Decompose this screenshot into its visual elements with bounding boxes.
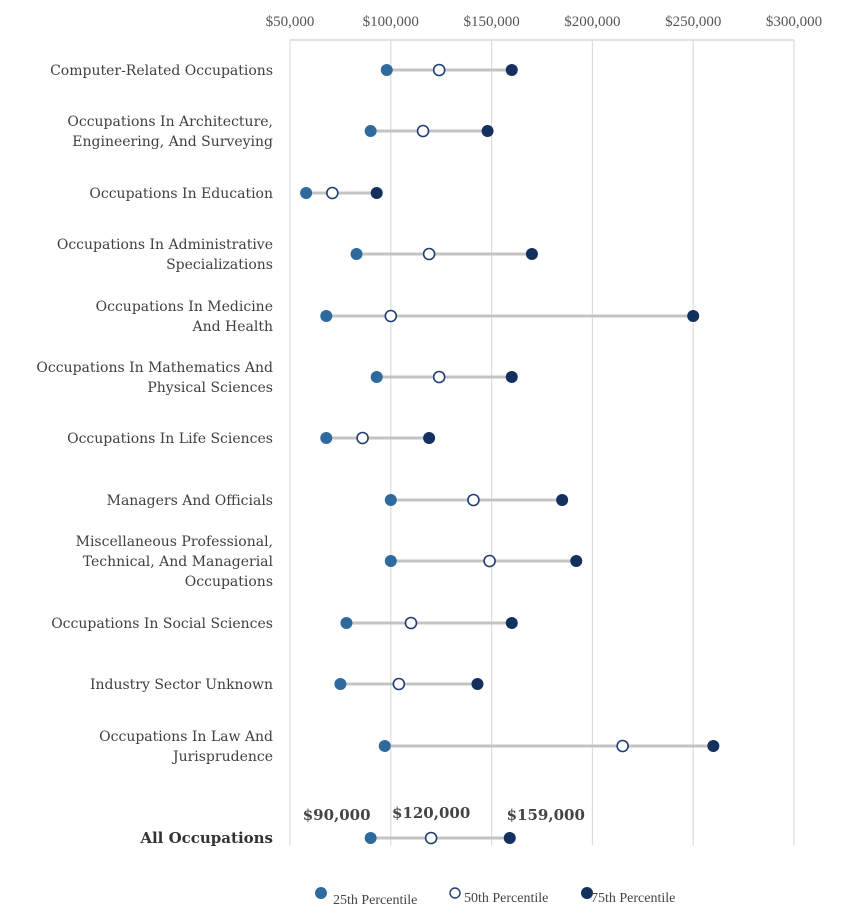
p50-marker (416, 124, 430, 138)
p75-marker (707, 740, 720, 752)
category-label: All Occupations (139, 829, 273, 847)
p50-marker (424, 831, 438, 845)
p50-marker (384, 309, 398, 323)
x-tick-label: $150,000 (463, 14, 519, 30)
legend-p50-label: 50th Percentile (464, 891, 548, 906)
category-row: Occupations In Administrative Specializat… (57, 237, 538, 273)
category-label: Industry Sector Unknown (90, 677, 273, 693)
category-row: Computer-Related Occupations (50, 63, 518, 79)
category-row: Industry Sector Unknown (90, 677, 484, 693)
p50-marker (404, 616, 418, 630)
p50-marker (432, 63, 446, 77)
category-label: Occupations In Mathematics And (36, 360, 273, 376)
p75-marker (481, 125, 494, 137)
category-label: Occupations (185, 574, 273, 590)
category-label: Occupations In Administrative (57, 237, 273, 253)
legend-p75-label: 75th Percentile (591, 891, 675, 906)
p50-marker (422, 247, 436, 261)
category-row: Occupations In Life Sciences (67, 431, 436, 447)
category-label: Occupations In Education (89, 186, 273, 202)
category-row: Occupations In Architecture, Engineering,… (67, 114, 494, 150)
p75-marker (505, 371, 518, 383)
category-row: Occupations In Law And Jurisprudence (99, 729, 720, 765)
legend: 25th Percentile 50th Percentile 75th Perce… (315, 887, 675, 908)
category-label: Specializations (166, 257, 273, 273)
category-row: Occupations In Medicine And Health (96, 299, 700, 335)
category-label: Physical Sciences (147, 380, 273, 396)
data-label: $120,000 (392, 804, 470, 822)
category-row: Occupations In Mathematics And Physical S… (36, 360, 518, 396)
p75-marker (505, 617, 518, 629)
x-tick-label: $50,000 (266, 14, 315, 30)
p75-marker (471, 678, 484, 690)
p75-marker (423, 432, 436, 444)
p50-marker (483, 554, 496, 568)
p25-marker (320, 432, 333, 444)
category-row: Miscellaneous Professional, Technical, An… (76, 534, 583, 590)
p75-marker (570, 555, 583, 567)
legend-p50-marker (449, 887, 461, 899)
category-label: Engineering, And Surveying (72, 134, 273, 150)
x-axis-tick-labels: $50,000 $100,000 $150,000 $200,000 $250,000 $… (266, 14, 823, 30)
p50-marker (392, 677, 406, 691)
p25-marker (364, 832, 377, 844)
x-tick-label: $200,000 (564, 14, 620, 30)
p50-marker (326, 186, 339, 200)
category-label: Technical, And Managerial (83, 554, 274, 570)
category-rows: Computer-Related Occupations Occupations … (36, 63, 720, 847)
category-row: Occupations In Social Sciences (51, 616, 518, 632)
p75-marker (556, 494, 569, 506)
p75-marker (525, 248, 538, 260)
p25-marker (334, 678, 347, 690)
p25-marker (370, 371, 383, 383)
p25-marker (350, 248, 363, 260)
category-label: Occupations In Medicine (96, 299, 273, 315)
category-label: Computer-Related Occupations (50, 63, 273, 79)
category-label: Miscellaneous Professional, (76, 534, 273, 550)
category-label: And Health (192, 319, 274, 335)
data-label: $159,000 (507, 806, 585, 824)
legend-p25-label: 25th Percentile (333, 893, 417, 908)
p25-marker (378, 740, 391, 752)
p25-marker (364, 125, 377, 137)
x-tick-label: $100,000 (363, 14, 419, 30)
x-tick-label: $250,000 (665, 14, 721, 30)
category-label: Occupations In Law And (99, 729, 273, 745)
legend-p25-marker (315, 887, 327, 899)
p50-marker (616, 739, 629, 753)
category-label: Occupations In Life Sciences (67, 431, 273, 447)
p25-marker (300, 187, 313, 199)
p25-marker (380, 64, 393, 76)
category-label: Occupations In Architecture, (67, 114, 273, 130)
category-label: Managers And Officials (107, 493, 273, 509)
category-row: Managers And Officials (107, 493, 569, 509)
p25-marker (384, 555, 397, 567)
p25-marker (320, 310, 333, 322)
p50-marker (432, 370, 446, 384)
p75-marker (505, 64, 518, 76)
category-row: All Occupations $90,000 $120,000 $159,000 (139, 804, 585, 847)
data-label: $90,000 (303, 806, 371, 824)
p25-marker (340, 617, 353, 629)
category-label: Occupations In Social Sciences (51, 616, 273, 632)
x-tick-label: $300,000 (766, 14, 822, 30)
p75-marker (503, 832, 516, 844)
gridlines (289, 39, 795, 845)
p50-marker (356, 431, 369, 445)
p25-marker (384, 494, 397, 506)
p75-marker (370, 187, 383, 199)
legend-p75-marker (581, 887, 593, 899)
p75-marker (687, 310, 700, 322)
category-label: Jurisprudence (171, 749, 273, 765)
category-row: Occupations In Education (89, 186, 383, 202)
p50-marker (467, 493, 480, 507)
